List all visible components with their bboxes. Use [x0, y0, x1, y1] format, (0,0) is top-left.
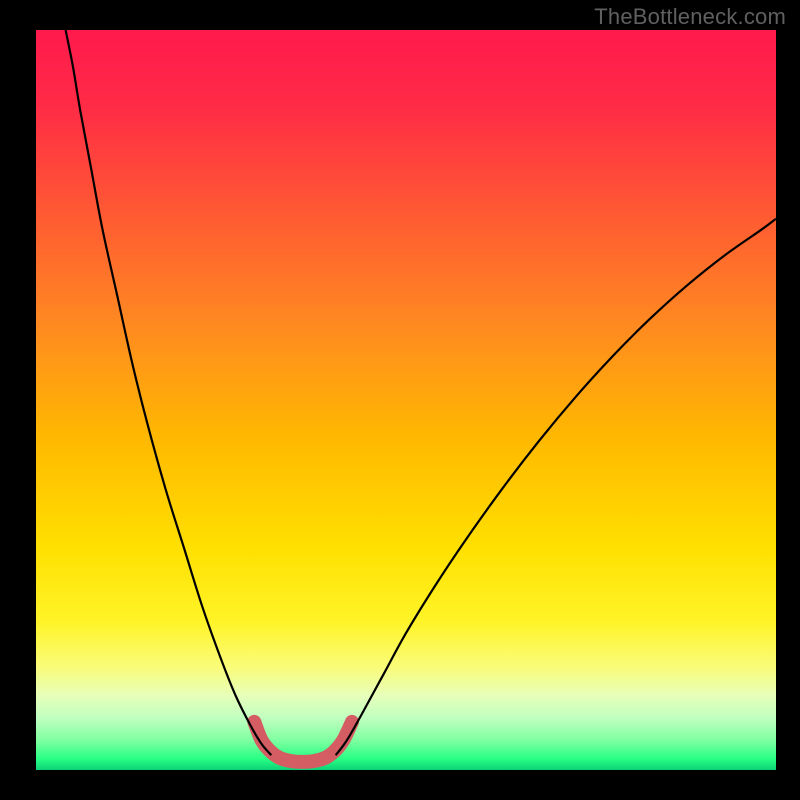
- curves-layer: [36, 30, 776, 770]
- chart-plot-area: [36, 30, 776, 770]
- curve-right: [336, 219, 776, 756]
- valley-marker: [254, 722, 352, 762]
- watermark-text: TheBottleneck.com: [594, 4, 786, 30]
- curve-left: [66, 30, 272, 755]
